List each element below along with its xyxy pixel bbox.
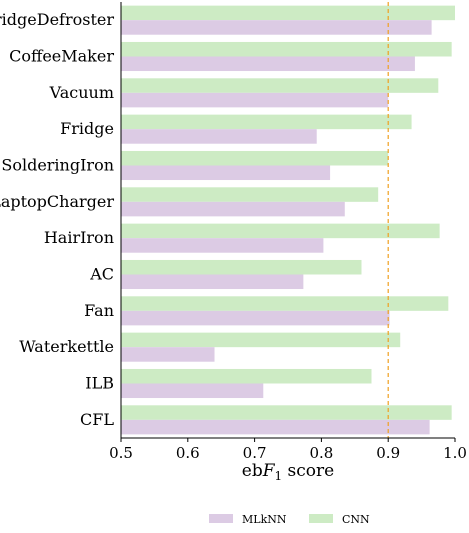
x-axis-title: ebF1 score	[242, 461, 334, 483]
x-tick-label: 0.5	[109, 444, 133, 462]
bars-group	[121, 5, 455, 435]
bar-cnn-solderingiron	[121, 150, 389, 166]
x-ticks: 0.5 0.6 0.7 0.8 0.9 1.0	[109, 438, 467, 462]
category-label-fridge: Fridge	[60, 119, 114, 138]
x-axis-title-prefix: eb	[242, 461, 263, 481]
bar-mlknn-solderingiron	[121, 165, 331, 181]
category-labels: FridgeDefroster CoffeeMaker Vacuum Fridge So…	[0, 10, 114, 429]
bar-mlknn-fridgedefroster	[121, 20, 432, 35]
legend-swatch-cnn	[309, 514, 333, 523]
x-tick-label: 0.6	[176, 444, 200, 462]
category-label-ilb: ILB	[85, 374, 114, 393]
bar-cnn-vacuum	[121, 78, 439, 93]
x-tick-label: 0.9	[376, 444, 400, 462]
bar-mlknn-coffeemaker	[121, 56, 415, 72]
bar-cnn-waterkettle	[121, 332, 401, 348]
bar-cnn-fridgedefroster	[121, 5, 455, 21]
bar-cnn-fan	[121, 296, 449, 311]
bar-mlknn-fan	[121, 310, 390, 326]
x-axis-title-var: F	[262, 461, 276, 481]
category-label-waterkettle: Waterkettle	[19, 337, 114, 356]
category-label-laptopcharger: LaptopCharger	[0, 192, 114, 211]
category-label-ac: AC	[89, 265, 114, 284]
bar-cnn-fridge	[121, 114, 412, 130]
bar-mlknn-hairiron	[121, 238, 324, 253]
category-label-coffeemaker: CoffeeMaker	[9, 47, 114, 66]
x-tick-label: 0.8	[309, 444, 333, 462]
category-label-fan: Fan	[84, 301, 114, 320]
bar-mlknn-vacuum	[121, 92, 389, 108]
bar-cnn-ac	[121, 259, 362, 275]
x-tick-label: 0.7	[243, 444, 267, 462]
axes-group	[120, 2, 455, 439]
legend-label-cnn: CNN	[342, 513, 370, 526]
x-axis-title-sub: 1	[275, 469, 283, 483]
bar-mlknn-fridge	[121, 129, 317, 144]
category-label-vacuum: Vacuum	[49, 83, 114, 102]
bar-cnn-cfl	[121, 405, 452, 420]
bar-mlknn-cfl	[121, 419, 430, 435]
legend: MLkNN CNN	[209, 513, 370, 526]
legend-label-mlknn: MLkNN	[242, 513, 287, 526]
category-label-cfl: CFL	[80, 410, 114, 429]
category-label-solderingiron: SolderingIron	[1, 156, 114, 175]
bar-cnn-laptopcharger	[121, 187, 379, 202]
bar-mlknn-laptopcharger	[121, 201, 345, 217]
bar-cnn-coffeemaker	[121, 41, 452, 57]
category-label-fridgedefroster: FridgeDefroster	[0, 10, 114, 29]
x-axis-title-suffix: score	[282, 461, 334, 481]
bar-cnn-ilb	[121, 368, 372, 384]
x-tick-label: 1.0	[443, 444, 467, 462]
category-label-hairiron: HairIron	[44, 228, 114, 247]
bar-mlknn-ac	[121, 274, 304, 290]
bar-cnn-hairiron	[121, 223, 440, 239]
bar-mlknn-waterkettle	[121, 347, 215, 362]
bar-mlknn-ilb	[121, 383, 264, 399]
legend-swatch-mlknn	[209, 514, 233, 523]
